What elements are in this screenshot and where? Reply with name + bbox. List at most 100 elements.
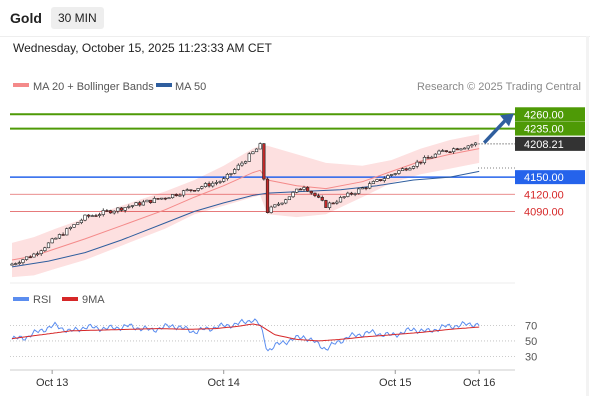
candle-body [200,186,204,189]
candle-body [316,195,321,198]
candle-body [408,168,412,171]
legend-swatch-rsi [13,297,29,301]
candle-body [247,153,251,162]
ma20-line [11,148,480,261]
candle-body [433,153,438,158]
candle-body [357,188,361,194]
candle-body [371,181,375,184]
rsi-pane: 70 50 30 [10,318,537,363]
candle-body [35,253,40,255]
candle-body [145,199,149,203]
credit-text: Research © 2025 Trading Central [417,81,581,93]
candle-body [244,161,248,164]
candle-body [382,178,386,181]
candle-body [400,168,405,172]
x-tick-label: Oct 16 [463,377,495,389]
candle-body [192,189,197,192]
candle-body [39,250,43,254]
level-4090-00-label: 4090.00 [524,206,564,218]
candle-body [462,147,467,150]
legend-swatch-9ma [62,297,78,301]
x-tick-label: Oct 14 [207,377,239,389]
candle-body [214,182,219,184]
legend-label-ma50: MA 50 [175,81,206,93]
candle-body [108,210,113,214]
candle-body [149,199,153,203]
candle-body [251,151,255,155]
candle-body [419,161,423,164]
candle-body [185,189,189,192]
candle-body [426,157,430,159]
candle-body [160,197,164,200]
candle-body [422,157,427,164]
legend-label-ma20: MA 20 + Bollinger Bands [33,81,154,93]
level-4235-00-label: 4235.00 [524,124,564,136]
candle-body [397,170,401,174]
candle-body [174,194,178,197]
header-bar: Gold 30 MIN [0,0,590,37]
candle-body [17,262,21,264]
candle-body [313,192,317,197]
candles [10,142,478,266]
candle-body [389,174,394,176]
candle-body [364,187,368,190]
candle-body [123,207,127,211]
candle-body [379,179,383,181]
datetime-label: Wednesday, October 15, 2025 11:23:33 AM … [13,41,272,55]
candle-body [404,168,408,171]
scrollbar-track[interactable] [586,36,589,396]
candle-body [189,189,193,192]
candle-body [225,174,229,179]
candle-body [320,196,324,201]
rsi-ma-line [11,323,480,342]
candle-body [459,148,463,151]
candle-body [57,234,62,239]
candle-body [119,207,124,211]
level-tags: 4260.00 4235.00 4208.21 4150.00 4120.00 4090.… [515,107,585,218]
legend-label-rsi: RSI [33,294,51,306]
candle-body [181,190,186,196]
candle-body [207,183,211,187]
bollinger-band-area [12,134,480,278]
timeframe-badge[interactable]: 30 MIN [51,7,104,29]
rsi-tick-50: 50 [525,336,537,348]
candle-body [430,156,434,159]
candle-body [167,197,171,200]
candle-body [98,214,102,216]
candle-body [258,143,262,150]
candle-body [236,164,240,170]
candle-body [43,247,47,252]
candle-body [50,238,54,244]
candle-body [229,173,233,175]
candle-body [28,256,32,259]
candle-body [79,219,83,223]
bollinger-band [12,134,480,278]
candle-body [473,142,478,146]
candle-body [327,202,332,208]
candle-body [83,214,87,221]
rsi-tick-70: 70 [525,320,537,332]
candle-body [455,148,459,151]
candle-body [298,188,302,191]
candle-body [276,203,281,206]
moving-averages [11,148,480,268]
candle-body [105,210,109,212]
candle-body [10,263,14,266]
candle-body [101,210,105,215]
candle-body [72,224,76,228]
forecast-arrow [482,113,514,145]
candle-body [331,202,335,205]
candle-body [437,150,441,155]
candle-body [196,188,200,191]
candle-body [306,187,310,192]
candle-body [284,199,288,204]
candle-body [349,192,354,195]
candle-body [218,181,222,183]
candle-body [138,202,142,206]
rsi-tick-30: 30 [525,351,537,363]
candle-body [335,201,339,204]
candle-body [240,162,244,166]
level-4235-00-tag [515,121,585,136]
